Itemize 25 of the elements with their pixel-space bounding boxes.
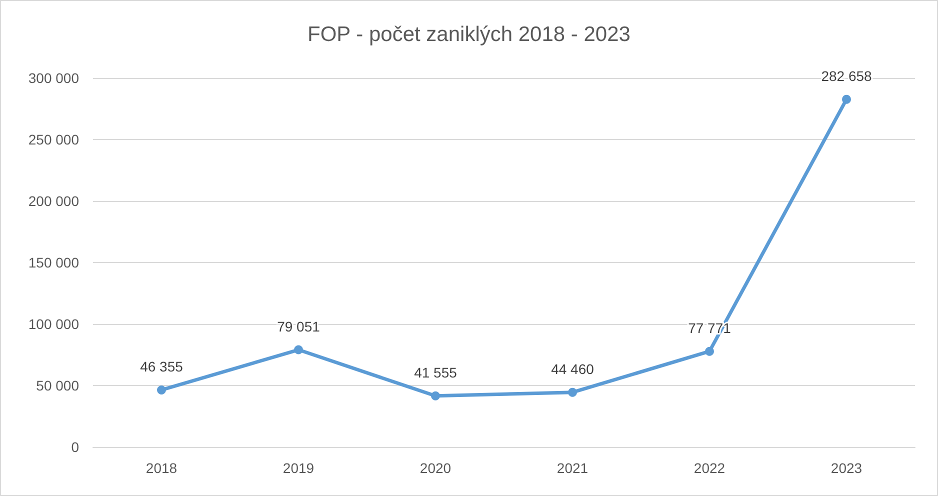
y-tick-label: 0 [71, 439, 80, 455]
data-label: 41 555 [414, 364, 458, 380]
y-tick-label: 100 000 [28, 316, 80, 332]
y-tick-label: 300 000 [28, 70, 80, 86]
point [157, 385, 166, 394]
y-tick-label: 250 000 [28, 132, 80, 148]
point [705, 346, 714, 356]
chart-title: FOP - počet zaniklých 2018 - 2023 [308, 23, 630, 46]
x-tick-label: 2019 [282, 460, 314, 476]
point [431, 391, 440, 400]
y-tick-label: 200 000 [28, 193, 80, 209]
data-label: 282 658 [821, 68, 872, 84]
x-tick-label: 2020 [420, 460, 452, 476]
y-tick-label: 150 000 [28, 254, 80, 270]
point [842, 94, 851, 104]
data-label: 79 051 [277, 318, 320, 334]
point [568, 388, 577, 397]
point [294, 345, 303, 354]
x-tick-label: 2023 [830, 460, 862, 476]
y-tick-label: 50 000 [36, 378, 80, 394]
x-tick-label: 2021 [556, 460, 588, 476]
data-label: 44 460 [551, 360, 594, 377]
data-label: 46 355 [140, 358, 184, 374]
x-tick-label: 2018 [146, 460, 178, 476]
x-tick-label: 2022 [694, 460, 726, 476]
